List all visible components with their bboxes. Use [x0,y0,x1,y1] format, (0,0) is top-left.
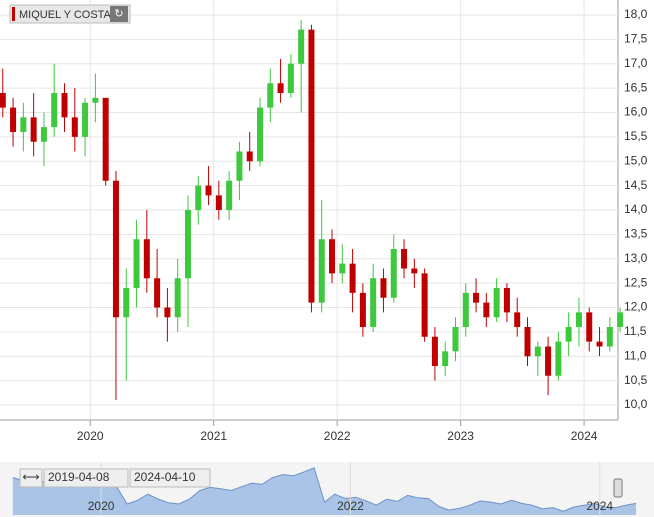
candle-body [123,288,130,318]
candle-body [82,102,89,137]
candle-body [215,195,222,210]
candle-body [30,117,37,142]
x-tick-label: 2020 [77,429,104,443]
title-color-bar [12,7,15,21]
title-box [9,4,131,24]
refresh-icon[interactable]: ↻ [114,8,123,20]
candle-body [462,292,469,327]
candle-body [164,307,171,318]
candle-body [318,239,325,303]
candle-body [473,292,480,303]
y-tick-label: 12,0 [624,300,648,314]
x-tick-label: 2024 [571,429,598,443]
candle-body [380,278,387,298]
refresh-button[interactable] [110,6,128,22]
navigator-tick-label: 2024 [586,499,613,513]
candle-body [565,327,572,342]
candle-body [154,278,161,308]
candle-body [586,312,593,342]
candle-body [411,268,418,274]
navigator-tick-label: 2020 [88,499,115,513]
candle-body [483,302,490,318]
candle-body [503,288,510,313]
navigator-tick-label: 2022 [337,499,364,513]
candle-body [256,107,263,162]
y-tick-label: 15,0 [624,153,648,167]
x-tick-label: 2021 [200,429,227,443]
y-tick-label: 16,0 [624,105,648,119]
y-tick-label: 15,5 [624,129,648,143]
candle-body [236,151,243,181]
candle-body [442,351,449,366]
candle-body [431,336,438,366]
y-tick-label: 16,5 [624,80,648,94]
candle-body [267,83,274,108]
candle-body [205,185,212,196]
y-tick-label: 10,0 [624,397,648,411]
y-tick-label: 17,0 [624,56,648,70]
candle-body [545,346,552,376]
candle-body [298,29,305,64]
candle-body [51,93,58,128]
candle-body [226,180,233,210]
candle-body [329,239,336,274]
candle-body [102,97,109,181]
candle-body [112,180,119,318]
candle-body [92,97,99,103]
range-end[interactable]: 2024-04-10 [134,470,196,484]
candle-body [20,117,27,132]
candle-body [195,185,202,210]
candle-body [349,263,356,293]
y-tick-label: 14,5 [624,178,648,192]
candle-body [61,93,68,118]
candle-body [370,278,377,327]
y-tick-label: 14,0 [624,202,648,216]
candle-body [246,151,253,162]
candle-body [40,127,47,142]
candle-body [359,292,366,327]
y-tick-label: 11,5 [624,324,647,338]
candle-body [617,312,624,327]
y-tick-label: 18,0 [624,7,648,21]
candle-body [0,93,6,108]
y-tick-label: 17,5 [624,32,648,46]
range-start-input[interactable] [43,468,129,488]
candle-body [308,29,315,303]
x-tick-label: 2022 [324,429,351,443]
chart-title: MIQUEL Y COSTA [19,9,112,21]
range-toggle[interactable] [19,468,43,488]
candle-body [401,249,408,269]
y-tick-label: 10,5 [624,373,648,387]
candle-body [10,107,17,132]
candle-body [555,341,562,376]
candle-body [71,117,78,137]
candle-body [339,263,346,274]
candle-body [421,273,428,337]
candle-body [287,63,294,93]
candle-body [596,341,603,347]
y-tick-label: 12,5 [624,275,648,289]
candle-body [534,346,541,357]
candle-body [575,312,582,327]
candle-body [143,239,150,279]
candle-body [452,327,459,352]
y-tick-label: 13,0 [624,251,648,265]
candle-body [174,278,181,318]
navigator-handle[interactable] [613,478,623,498]
x-tick-label: 2023 [447,429,474,443]
candle-body [493,288,500,318]
candle-body [524,327,531,357]
y-tick-label: 13,5 [624,227,648,241]
range-end-input[interactable] [129,468,211,488]
candle-body [514,312,521,327]
range-start[interactable]: 2019-04-08 [48,470,110,484]
candle-body [277,83,284,93]
candle-body [606,327,613,347]
y-tick-label: 11,0 [624,348,647,362]
candle-body [133,239,140,288]
range-toggle-icon[interactable]: ⟷ [22,470,39,484]
candle-body [390,249,397,298]
candle-body [184,210,191,279]
